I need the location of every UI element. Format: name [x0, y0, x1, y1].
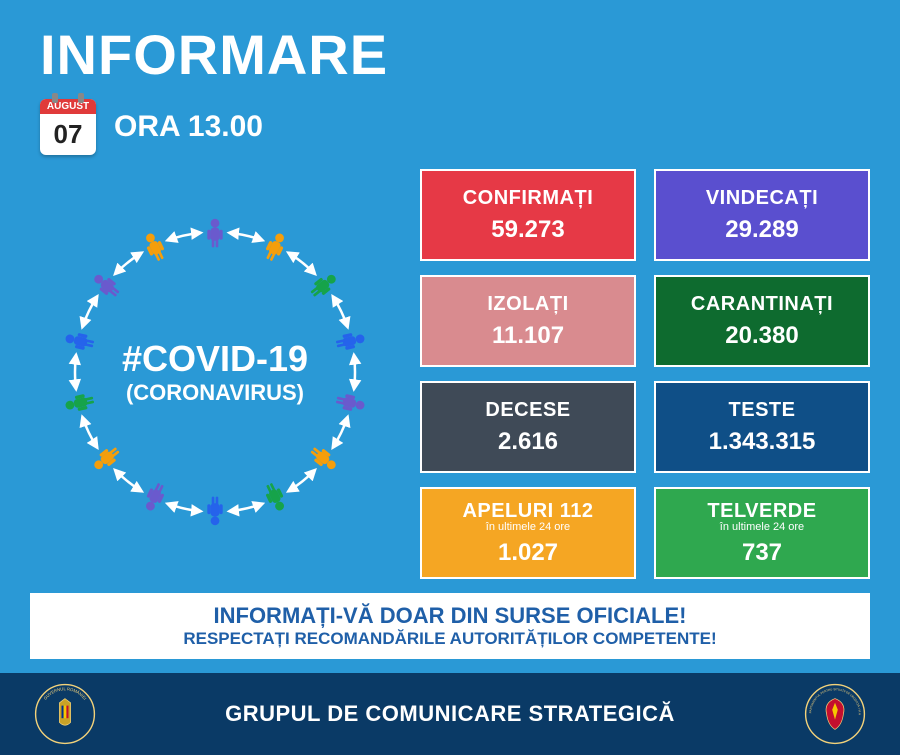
time-label: ORA 13.00: [114, 110, 263, 144]
info-banner: INFORMAȚI-VĂ DOAR DIN SURSE OFICIALE! RE…: [30, 593, 870, 659]
footer-title: GRUPUL DE COMUNICARE STRATEGICĂ: [225, 701, 675, 727]
person-icon: [90, 444, 122, 474]
person-icon: [64, 330, 95, 351]
stat-cards-grid: CONFIRMAȚI 59.273 VINDECAȚI 29.289 IZOLAȚI 11…: [420, 165, 870, 579]
subtitle: (CORONAVIRUS): [122, 380, 308, 406]
gov-crest-left: GUVERNUL ROMÂNIEI: [30, 679, 100, 749]
stat-card: APELURI 112în ultimele 24 ore 1.027: [420, 487, 636, 579]
stat-card-value: 11.107: [492, 322, 564, 350]
person-icon: [308, 270, 340, 300]
page-title: INFORMARE: [40, 22, 860, 87]
stat-card-label: APELURI 112: [462, 500, 593, 523]
person-icon: [262, 481, 288, 513]
stat-card: CONFIRMAȚI 59.273: [420, 169, 636, 261]
stat-card-value: 1.027: [498, 539, 558, 567]
banner-line2: RESPECTAȚI RECOMANDĂRILE AUTORITĂȚILOR C…: [38, 629, 862, 649]
stat-card-label: IZOLAȚI: [487, 293, 568, 316]
stat-card: VINDECAȚI 29.289: [654, 169, 870, 261]
calendar-day: 07: [54, 114, 83, 155]
stat-card-label: DECESE: [485, 399, 570, 422]
stat-card-value: 2.616: [498, 428, 558, 456]
infographic-root: INFORMARE AUGUST 07 ORA 13.00 #COVID-19 …: [0, 0, 900, 755]
footer: GUVERNUL ROMÂNIEI GRUPUL DE COMUNICARE S…: [0, 673, 900, 755]
hashtag: #COVID-19: [122, 338, 308, 380]
stat-card: IZOLAȚI 11.107: [420, 275, 636, 367]
stat-card: TELVERDEîn ultimele 24 ore 737: [654, 487, 870, 579]
main: #COVID-19 (CORONAVIRUS) CONFIRMAȚI 59.273…: [0, 155, 900, 579]
gov-crest-right: DEPARTAMENTUL PENTRU SITUAȚII DE URGENȚĂ…: [800, 679, 870, 749]
left-panel: #COVID-19 (CORONAVIRUS): [20, 165, 410, 579]
person-icon: [142, 231, 168, 263]
header: INFORMARE AUGUST 07 ORA 13.00: [0, 0, 900, 155]
stat-card-value: 29.289: [725, 216, 798, 244]
calendar-icon: AUGUST 07: [40, 99, 96, 155]
stat-card-label: CARANTINAȚI: [691, 293, 833, 316]
person-icon: [142, 481, 168, 513]
person-icon: [64, 392, 95, 413]
person-icon: [335, 330, 366, 351]
stat-card-value: 1.343.315: [709, 428, 816, 456]
header-subrow: AUGUST 07 ORA 13.00: [40, 99, 860, 155]
stat-card-value: 20.380: [725, 322, 798, 350]
stat-card: TESTE 1.343.315: [654, 381, 870, 473]
ring-center-text: #COVID-19 (CORONAVIRUS): [122, 338, 308, 406]
people-ring: #COVID-19 (CORONAVIRUS): [45, 202, 385, 542]
stat-card-label: CONFIRMAȚI: [463, 187, 594, 210]
person-icon: [262, 231, 288, 263]
stat-card-label: TESTE: [729, 399, 796, 422]
person-icon: [90, 270, 122, 300]
stat-card-value: 737: [742, 539, 782, 567]
stat-card: DECESE 2.616: [420, 381, 636, 473]
person-icon: [207, 219, 222, 248]
stat-card-label: TELVERDE: [707, 500, 816, 523]
calendar-month: AUGUST: [40, 99, 96, 114]
stat-card-sublabel: în ultimele 24 ore: [720, 521, 804, 533]
stat-card-sublabel: în ultimele 24 ore: [486, 521, 570, 533]
person-icon: [207, 497, 222, 526]
person-icon: [335, 392, 366, 413]
banner-line1: INFORMAȚI-VĂ DOAR DIN SURSE OFICIALE!: [38, 603, 862, 629]
stat-card-value: 59.273: [491, 216, 564, 244]
stat-card-label: VINDECAȚI: [706, 187, 818, 210]
person-icon: [308, 444, 340, 474]
stat-card: CARANTINAȚI 20.380: [654, 275, 870, 367]
